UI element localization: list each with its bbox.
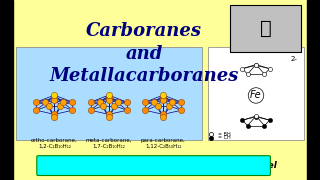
Text: Fe: Fe <box>250 91 262 100</box>
Text: = BH: = BH <box>218 132 230 137</box>
Bar <box>0 0 13 180</box>
Text: Carboranes: Carboranes <box>86 22 202 40</box>
FancyBboxPatch shape <box>37 156 270 176</box>
Text: 2-: 2- <box>291 56 298 62</box>
Text: meta-carborane,
1,7-C₂B₁₀H₁₂: meta-carborane, 1,7-C₂B₁₀H₁₂ <box>85 138 132 148</box>
Text: 👤: 👤 <box>260 19 271 38</box>
Bar <box>16 47 202 140</box>
Text: = CH: = CH <box>218 135 230 140</box>
Text: and: and <box>125 45 163 63</box>
Bar <box>307 0 320 180</box>
Text: para-carborane,
1,12-C₂B₁₀H₁₂: para-carborane, 1,12-C₂B₁₀H₁₂ <box>141 138 186 148</box>
Text: Plz. Like, Share and Subscribe to this Channel: Plz. Like, Share and Subscribe to this C… <box>43 161 277 170</box>
Bar <box>230 5 301 52</box>
Text: ortho-carborane,
1,2-C₂B₁₀H₁₂: ortho-carborane, 1,2-C₂B₁₀H₁₂ <box>31 138 78 148</box>
Bar <box>208 47 304 140</box>
Text: Metallacarboranes: Metallacarboranes <box>49 67 239 85</box>
